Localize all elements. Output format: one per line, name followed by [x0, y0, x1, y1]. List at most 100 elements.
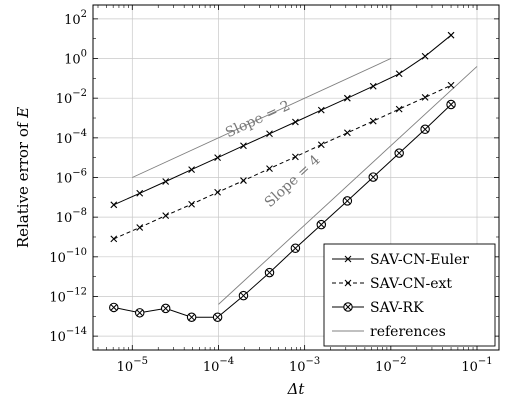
data-point-x-marker	[344, 255, 352, 263]
legend: SAV-CN-Euler SAV-CN-ext SAV-RK references	[323, 243, 496, 347]
data-point-x-marker	[110, 201, 118, 209]
y-tick-label: 10−14	[49, 326, 87, 345]
data-point-x-marker	[447, 81, 455, 89]
x-tick-base: 10	[289, 360, 306, 375]
y-tick-base: 10	[49, 290, 66, 305]
y-tick-exponent: −8	[72, 207, 87, 218]
data-point-otimes-marker	[342, 196, 353, 206]
reference-lines	[132, 58, 478, 305]
x-tick-label: 10−5	[117, 356, 148, 375]
data-point-otimes-marker	[264, 267, 275, 278]
y-tick-base: 10	[56, 172, 73, 187]
y-tick-label: 10−2	[56, 88, 87, 107]
data-point-otimes-marker	[394, 148, 404, 158]
y-tick-label: 10−10	[49, 247, 87, 266]
data-point-x-marker	[188, 200, 196, 208]
y-tick-exponent: −6	[72, 168, 87, 179]
data-point-x-marker	[292, 153, 299, 161]
y-axis-label: Relative error of E	[14, 107, 32, 248]
data-point-x-marker	[317, 141, 325, 149]
data-point-x-marker	[266, 165, 273, 173]
x-axis-label: Δt	[287, 380, 306, 398]
reference-line	[218, 66, 478, 305]
data-point-otimes-marker	[212, 312, 223, 322]
data-point-x-marker	[369, 82, 377, 90]
legend-label: SAV-RK	[370, 300, 424, 316]
legend-entry: references	[332, 324, 446, 340]
y-tick-base: 10	[64, 13, 81, 28]
data-point-otimes-marker	[109, 302, 119, 313]
y-tick-label: 102	[64, 9, 87, 28]
legend-box	[323, 243, 496, 347]
data-point-x-marker	[136, 224, 144, 231]
x-tick-exponent: −4	[219, 356, 234, 367]
data-point-x-marker	[317, 106, 325, 114]
data-point-x-marker	[162, 178, 170, 185]
slope-annotation: Slope = 2	[223, 98, 293, 141]
legend-label: SAV-CN-ext	[370, 276, 452, 292]
x-tick-label: 10−1	[461, 356, 492, 375]
data-point-x-marker	[136, 189, 144, 197]
data-point-x-marker	[343, 129, 351, 137]
y-axis-label-text: Relative error of	[14, 118, 32, 248]
x-tick-base: 10	[461, 360, 478, 375]
y-axis-label-variable: E	[14, 107, 32, 119]
annotations: Slope = 2 Slope = 4	[223, 98, 324, 211]
legend-label: references	[370, 324, 446, 340]
data-point-otimes-marker	[160, 303, 171, 314]
data-point-x-marker	[395, 105, 403, 113]
y-tick-base: 10	[64, 53, 81, 68]
grid	[93, 5, 499, 350]
data-point-x-marker	[240, 177, 247, 184]
series-line	[113, 34, 452, 206]
data-point-otimes-marker	[446, 99, 456, 110]
data-point-x-marker	[344, 279, 352, 287]
data-point-x-marker	[266, 130, 273, 138]
legend-entry: SAV-RK	[332, 300, 424, 316]
x-tick-exponent: −3	[306, 356, 321, 367]
data-point-x-marker	[395, 70, 403, 78]
x-tick-label: 10−3	[289, 356, 320, 375]
data-point-otimes-marker	[186, 312, 197, 322]
y-tick-exponent: −12	[66, 286, 87, 297]
data-point-otimes-marker	[343, 302, 353, 312]
legend-entry: SAV-CN-Euler	[332, 252, 469, 268]
data-point-otimes-marker	[290, 243, 301, 254]
x-tick-label: 10−4	[203, 356, 234, 375]
data-point-x-marker	[421, 52, 429, 60]
y-tick-base: 10	[49, 330, 66, 345]
data-point-x-marker	[162, 212, 170, 219]
x-tick-exponent: −1	[478, 356, 493, 367]
data-point-otimes-marker	[368, 172, 378, 182]
data-point-x-marker	[214, 188, 221, 196]
data-point-x-marker	[292, 118, 299, 126]
y-tick-label: 10−4	[56, 128, 87, 147]
y-tick-label: 100	[64, 49, 87, 68]
x-tick-exponent: −5	[133, 356, 148, 367]
x-tick-base: 10	[203, 360, 220, 375]
series-lines	[109, 31, 456, 322]
data-point-x-marker	[214, 154, 221, 162]
y-tick-base: 10	[56, 211, 73, 226]
y-tick-label: 10−6	[56, 168, 87, 187]
data-point-x-marker	[447, 31, 455, 39]
tick-labels: 10−5 10−4 10−3 10−2 10−110−1410−1210−1010−81…	[49, 5, 499, 375]
x-tick-exponent: −2	[392, 356, 407, 367]
series-line	[113, 84, 452, 240]
y-tick-exponent: −14	[66, 326, 87, 337]
series-sav-rk	[109, 99, 456, 322]
data-point-x-marker	[369, 117, 377, 125]
y-tick-base: 10	[49, 251, 66, 266]
legend-entry: SAV-CN-ext	[332, 276, 452, 292]
x-tick-base: 10	[117, 360, 134, 375]
slope-annotation: Slope = 4	[262, 152, 324, 211]
legend-label: SAV-CN-Euler	[370, 252, 469, 268]
y-tick-exponent: 0	[81, 49, 87, 60]
series-sav-cn-ext	[110, 81, 455, 243]
y-tick-base: 10	[56, 132, 73, 147]
data-point-x-marker	[188, 166, 196, 173]
y-tick-exponent: 2	[81, 9, 87, 20]
series-sav-cn-euler	[110, 31, 455, 209]
y-tick-exponent: −4	[72, 128, 87, 139]
